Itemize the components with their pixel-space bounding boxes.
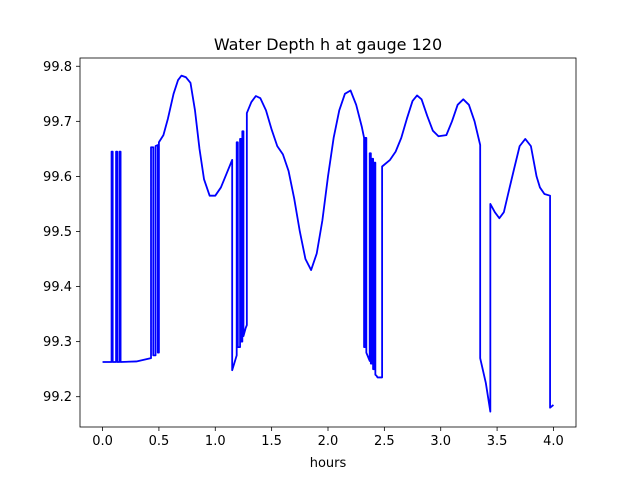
y-tick-label: 99.3 xyxy=(43,335,72,350)
y-tick-label: 99.7 xyxy=(43,115,72,130)
axes-frame xyxy=(79,57,577,428)
x-tick-label: 0.5 xyxy=(149,434,170,449)
water-depth-series-line xyxy=(102,74,555,413)
y-tick-label: 99.4 xyxy=(43,280,72,295)
x-tick-label: 1.5 xyxy=(261,434,282,449)
x-tick-label: 2.0 xyxy=(318,434,339,449)
y-tick-label: 99.5 xyxy=(43,225,72,240)
y-axis-ticks: 99.2 99.3 99.4 99.5 99.6 99.7 99.8 xyxy=(43,60,80,405)
x-tick-label: 1.0 xyxy=(205,434,226,449)
x-axis-label: hours xyxy=(310,456,347,471)
x-tick-label: 0.0 xyxy=(92,434,113,449)
x-tick-label: 4.0 xyxy=(543,434,564,449)
y-tick-label: 99.8 xyxy=(43,60,72,75)
x-tick-label: 2.5 xyxy=(374,434,395,449)
x-tick-label: 3.5 xyxy=(487,434,508,449)
x-axis-ticks: 0.0 0.5 1.0 1.5 2.0 2.5 3.0 3.5 4.0 xyxy=(92,427,564,449)
chart-title: Water Depth h at gauge 120 xyxy=(214,35,442,54)
y-tick-label: 99.2 xyxy=(43,390,72,405)
x-tick-label: 3.0 xyxy=(430,434,451,449)
y-tick-label: 99.6 xyxy=(43,170,72,185)
